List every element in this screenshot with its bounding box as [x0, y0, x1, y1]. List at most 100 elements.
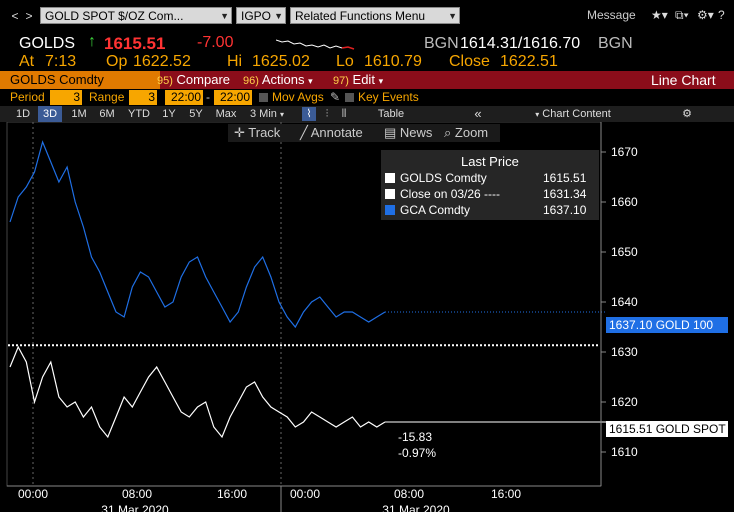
legend-value: 1615.51 [543, 171, 587, 185]
candle-chart-icon[interactable]: ⫴ [341, 108, 347, 120]
chart-legend[interactable]: Last Price GOLDS Comdty 1615.51 Close on… [381, 150, 599, 220]
range-1m-button[interactable]: 1M [71, 108, 87, 120]
actions-num: 96) [243, 75, 259, 87]
series-line [9, 140, 386, 329]
net-change: -7.00 [197, 34, 234, 51]
series-line [9, 345, 386, 439]
legend-swatch [385, 173, 395, 183]
mov-avgs-label: Mov Avgs [272, 90, 324, 104]
help-icon[interactable]: ? [718, 8, 725, 22]
x-tick-label: 00:00 [290, 487, 320, 501]
range-1y-button[interactable]: 1Y [162, 108, 176, 120]
dock-icon[interactable]: ⧉▾ [675, 8, 689, 22]
related-functions-menu[interactable]: Related Functions Menu ▼ [290, 7, 460, 24]
time-sep: - [206, 90, 210, 104]
y-tick-label: 1640 [611, 295, 638, 309]
forward-icon[interactable]: > [25, 9, 33, 23]
period-input[interactable]: 3 [50, 90, 82, 105]
function-field[interactable]: IGPO ▼ [236, 7, 286, 24]
annotate-icon: ╱ [300, 125, 311, 140]
y-tick-label: 1670 [611, 145, 638, 159]
gear-icon[interactable]: ⚙ [682, 108, 692, 120]
quote-time: 7:13 [45, 53, 77, 70]
chevron-down-icon: ▼ [220, 11, 229, 21]
time-to-input[interactable]: 22:00 [214, 90, 252, 105]
range-1d-button[interactable]: 1D [15, 108, 31, 120]
range-3d-button[interactable]: 3D [38, 106, 62, 122]
interval-value: 3 Min [250, 108, 277, 120]
message-button[interactable]: Message [587, 8, 636, 22]
legend-name: GOLDS Comdty [400, 171, 487, 185]
chart-grid [8, 122, 600, 486]
high-label: Hi [227, 53, 243, 70]
legend-name: Close on 03/26 ---- [400, 187, 501, 201]
chart-content-label: Chart Content [542, 108, 611, 120]
range-6m-button[interactable]: 6M [99, 108, 115, 120]
x-date-label: 31 Mar 2020 [101, 503, 169, 512]
security-tab[interactable]: GOLDS Comdty [0, 71, 160, 89]
chart-series [9, 140, 606, 439]
related-functions-label: Related Functions Menu [295, 9, 426, 23]
range-ytd-button[interactable]: YTD [128, 108, 150, 120]
y-tick-label: 1610 [611, 445, 638, 459]
crosshair-icon: ✛ [234, 125, 249, 140]
ticker-label: GOLDS [19, 35, 76, 52]
range-input[interactable]: 3 [129, 90, 157, 105]
range-max-button[interactable]: Max [215, 108, 237, 120]
period-bar: Period 3 Range 3 22:00 - 22:00 Mov Avgs … [0, 89, 734, 106]
bar-chart-icon[interactable]: ⫶ [325, 108, 329, 120]
diff-value: -15.83 [398, 430, 433, 444]
close-label: Close [449, 53, 490, 70]
chevron-down-icon: ▾ [279, 110, 284, 119]
x-tick-label: 08:00 [394, 487, 424, 501]
range-toolbar: 1D 3D 1M 6M YTD 1Y 5Y Max 3 Min ▾ ⌇ ⫶ ⫴ … [0, 106, 734, 122]
legend-row-gca: GCA Comdty [385, 203, 470, 217]
edit-menu[interactable]: 97) Edit ▾ [333, 71, 383, 89]
back-icon[interactable]: < [11, 9, 19, 23]
legend-row-golds: GOLDS Comdty [385, 171, 487, 185]
diff-percent: -0.97% [398, 446, 437, 460]
range-5y-button[interactable]: 5Y [189, 108, 203, 120]
compare-label: Compare [176, 72, 230, 87]
star-icon[interactable]: ★▾ [651, 8, 668, 22]
news-tool[interactable]: ▤ News [384, 124, 432, 142]
gear-icon[interactable]: ⚙▾ [697, 8, 714, 22]
chevron-down-icon: ▾ [535, 110, 540, 119]
last-price: 1615.51 [104, 34, 166, 53]
compare-menu[interactable]: 95) Compare [157, 71, 230, 89]
mov-avgs-toggle[interactable]: Mov Avgs [259, 90, 324, 105]
gca-price-tag: 1637.10 GOLD 100 [606, 317, 728, 333]
news-label: News [399, 125, 433, 140]
low-value: 1610.79 [364, 53, 422, 70]
sparkline [276, 39, 355, 50]
key-events-toggle[interactable]: Key Events [345, 90, 419, 105]
checkbox-icon [345, 93, 354, 102]
x-date-label: 31 Mar 2020 [382, 503, 450, 512]
news-icon: ▤ [384, 125, 400, 140]
collapse-icon[interactable]: « [474, 106, 482, 121]
chart-tool-strip: ✛ Track ╱ Annotate ▤ News ⌕ Zoom [228, 124, 500, 142]
x-tick-label: 08:00 [122, 487, 152, 501]
zoom-tool[interactable]: ⌕ Zoom [444, 124, 488, 142]
annotate-tool[interactable]: ╱ Annotate [300, 124, 363, 142]
chart-content-button[interactable]: ▾ Chart Content [528, 106, 618, 122]
time-from-input[interactable]: 22:00 [165, 90, 203, 105]
line-chart-icon[interactable]: ⌇ [302, 107, 316, 121]
table-button[interactable]: Table [377, 108, 405, 120]
legend-swatch [385, 205, 395, 215]
security-value: GOLD SPOT $/OZ Com... [45, 9, 184, 23]
menu-bar: GOLDS Comdty 95) Compare 96) Actions ▾ 9… [0, 71, 734, 89]
x-tick-label: 00:00 [18, 487, 48, 501]
interval-select[interactable]: 3 Min ▾ [245, 106, 289, 122]
open-value: 1622.52 [133, 53, 191, 70]
legend-value: 1637.10 [543, 203, 587, 217]
legend-swatch [385, 189, 395, 199]
pencil-icon[interactable]: ✎ [330, 90, 341, 104]
x-tick-label: 16:00 [217, 487, 247, 501]
actions-menu[interactable]: 96) Actions ▾ [243, 71, 313, 89]
track-tool[interactable]: ✛ Track [234, 124, 280, 142]
low-label: Lo [336, 53, 354, 70]
track-label: Track [248, 125, 281, 140]
security-field[interactable]: GOLD SPOT $/OZ Com... ▼ [40, 7, 232, 24]
chevron-down-icon: ▾ [308, 76, 313, 86]
